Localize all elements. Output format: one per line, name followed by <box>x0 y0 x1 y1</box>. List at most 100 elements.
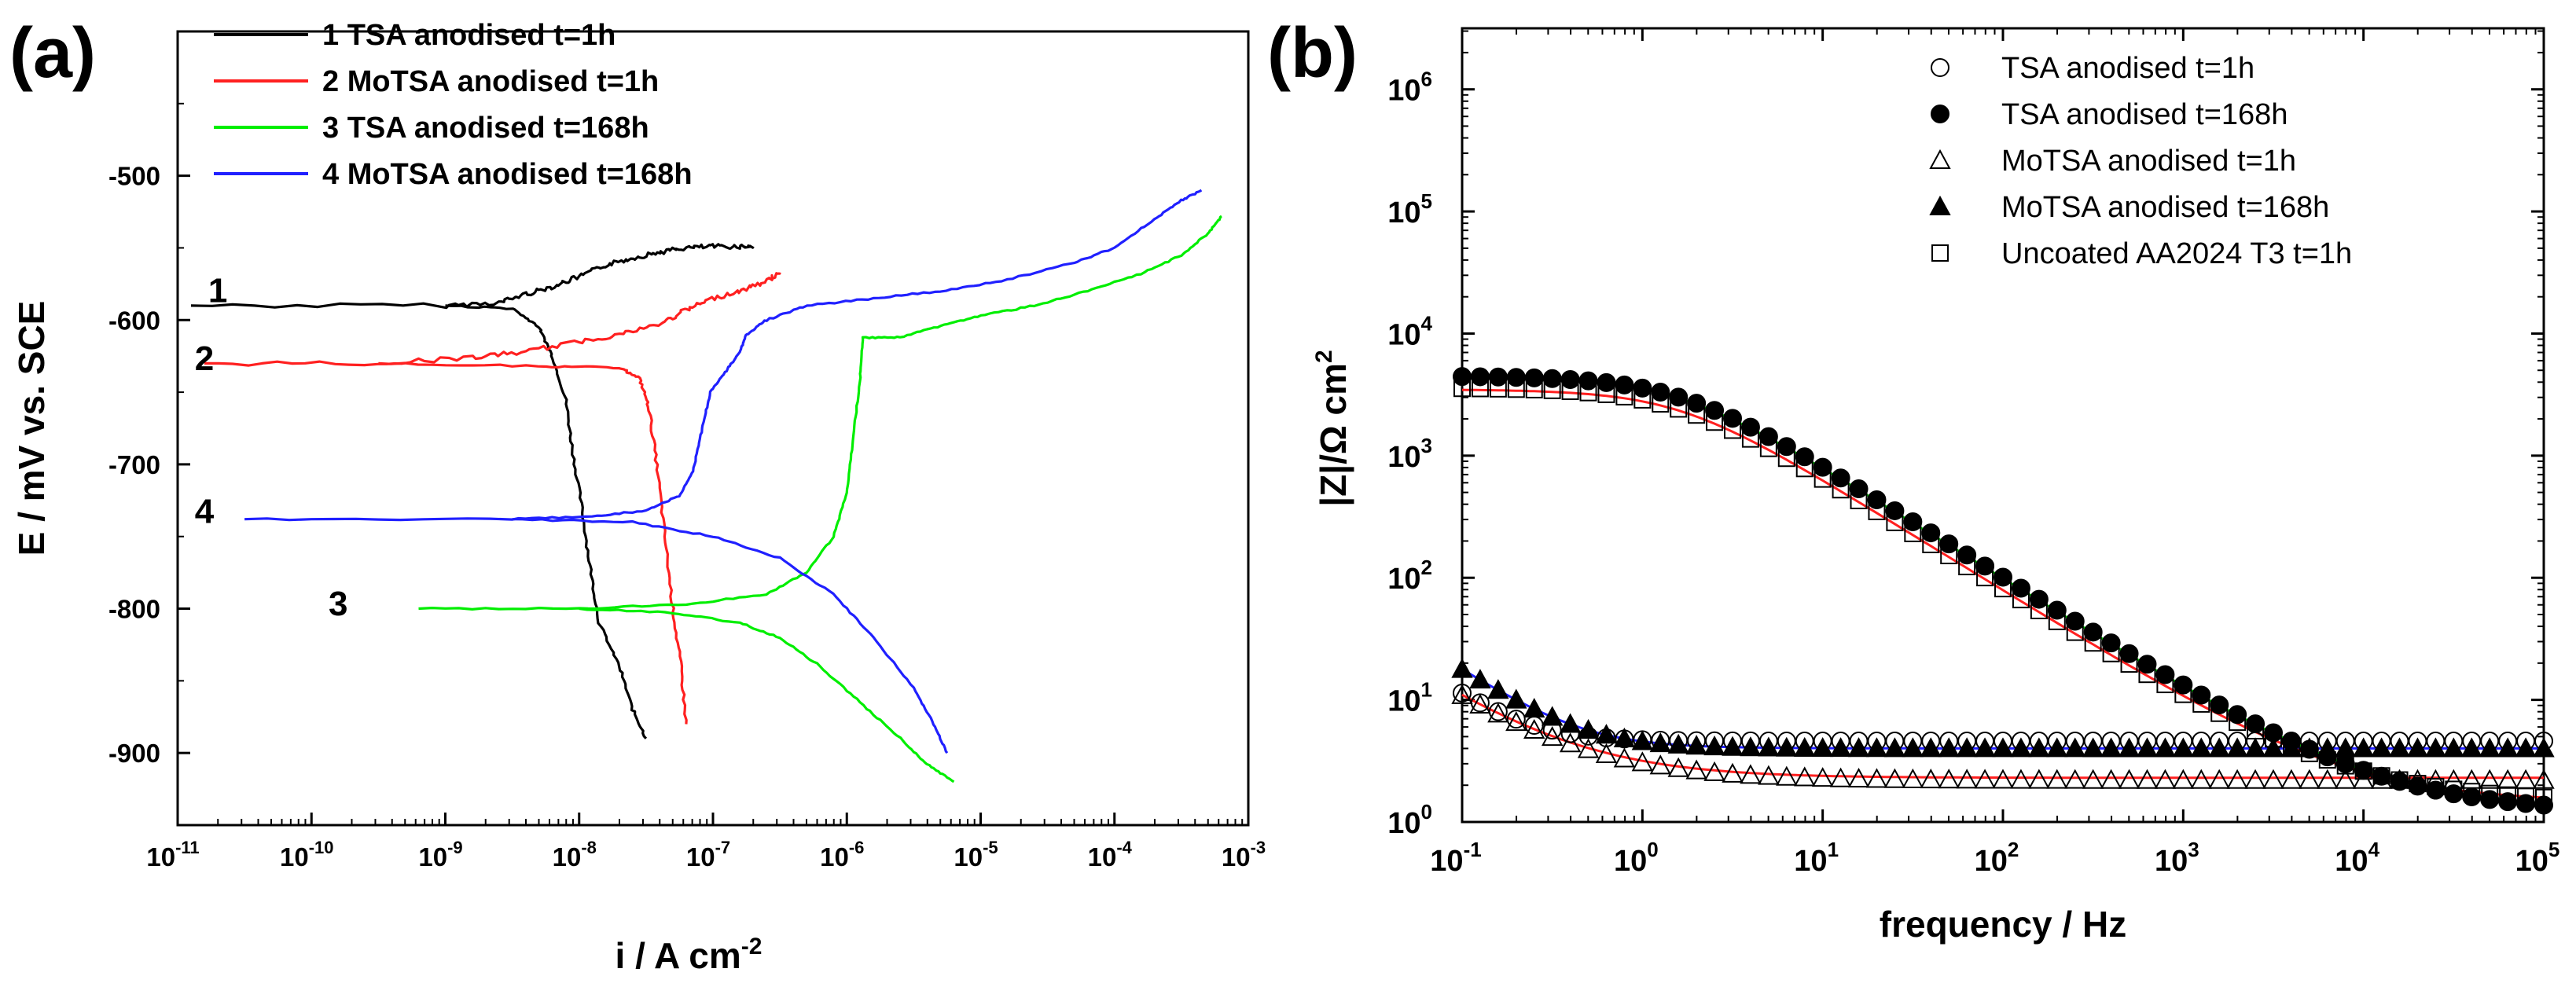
b-data-point <box>2335 769 2357 789</box>
b-legend-marker <box>1929 149 1951 169</box>
b-data-point <box>2370 737 2393 758</box>
b-data-point <box>2226 769 2248 789</box>
b-data-point <box>2100 769 2122 789</box>
a-curve-anodic-2 <box>204 272 781 367</box>
a-y-tick-label: -900 <box>108 739 160 768</box>
b-series-5 <box>1453 380 2552 806</box>
b-data-point <box>1777 449 1795 468</box>
b-data-point <box>1705 401 1725 420</box>
b-data-point <box>2517 787 2535 805</box>
b-data-point <box>2335 737 2357 758</box>
b-data-point <box>1865 737 1888 758</box>
b-data-point <box>2372 767 2390 785</box>
b-data-point <box>2118 769 2141 789</box>
b-legend-label: MoTSA anodised t=1h <box>2001 145 2296 178</box>
b-data-point <box>1487 679 1509 699</box>
panel-a-plot-frame <box>176 30 1250 827</box>
a-curve-number-label: 2 <box>195 339 214 378</box>
b-data-point <box>1507 380 1525 398</box>
b-data-point <box>1471 380 1489 398</box>
b-data-point <box>1488 367 1508 387</box>
b-x-tick-label: 104 <box>2335 838 2379 878</box>
b-data-point <box>1561 383 1579 401</box>
b-y-tick-label: 105 <box>1387 189 1432 229</box>
b-data-point <box>2354 762 2372 780</box>
b-data-point <box>1886 513 1904 531</box>
b-data-point <box>1489 380 1507 398</box>
panel-b-label: (b) <box>1267 14 1358 93</box>
b-data-point <box>2192 695 2210 713</box>
b-data-point <box>2370 769 2393 789</box>
b-legend-marker <box>1929 195 1951 215</box>
b-data-point <box>1577 738 1600 758</box>
b-data-point <box>1758 427 1778 446</box>
b-data-point <box>1631 751 1654 772</box>
b-data-point <box>1940 547 1958 565</box>
b-data-point <box>1559 713 1582 733</box>
b-data-point <box>2497 769 2519 789</box>
b-data-point <box>2247 721 2265 739</box>
b-data-point <box>2300 744 2318 762</box>
b-data-point <box>1595 724 1618 744</box>
b-data-point <box>2299 737 2321 758</box>
b-data-point <box>2174 685 2192 703</box>
b-data-point <box>1579 383 1597 402</box>
b-data-point <box>2390 771 2409 789</box>
b-data-point <box>1633 378 1652 398</box>
b-data-point <box>1811 736 1834 758</box>
b-data-point <box>2137 655 2157 674</box>
b-data-point <box>1992 737 2014 758</box>
b-data-point <box>2352 737 2375 758</box>
b-data-point <box>1795 447 1814 467</box>
b-data-point <box>2229 714 2247 732</box>
b-data-point <box>1938 737 1960 758</box>
a-legend-label: 2 MoTSA anodised t=1h <box>322 65 659 98</box>
b-data-point <box>1506 368 1526 387</box>
b-data-point <box>1794 766 1816 787</box>
b-x-tick-label: 102 <box>1975 838 2019 878</box>
b-data-point <box>1685 735 1707 755</box>
b-data-point <box>2424 737 2447 758</box>
panel-a-x-axis-title: i / A cm-2 <box>616 934 763 976</box>
b-data-point <box>2136 769 2159 789</box>
b-data-point <box>2172 769 2195 789</box>
b-data-point <box>2515 769 2537 789</box>
a-x-tick-label: 10-6 <box>820 838 864 871</box>
b-data-point <box>1703 761 1725 781</box>
b-data-point <box>1543 381 1561 399</box>
b-series-3 <box>1451 684 2555 789</box>
b-data-point <box>1541 706 1564 726</box>
b-data-point <box>2280 769 2302 789</box>
b-data-point <box>2208 769 2230 789</box>
b-data-point <box>1902 768 1924 788</box>
b-data-point <box>1524 368 1544 387</box>
b-data-point <box>1992 769 2014 789</box>
panel-a-y-axis-title: E / mV vs. SCE <box>11 301 52 556</box>
b-data-point <box>2282 737 2300 755</box>
b-data-point <box>1758 736 1780 757</box>
b-data-point <box>1865 768 1888 788</box>
b-data-point <box>1920 769 1942 789</box>
b-data-point <box>1777 437 1796 457</box>
a-curve-cathodic-3 <box>579 607 955 783</box>
a-curve-number-label: 4 <box>195 493 215 531</box>
b-data-point <box>2515 737 2537 758</box>
b-data-point <box>2479 737 2501 758</box>
b-data-point <box>1706 413 1724 431</box>
a-curve-cathodic-1 <box>445 304 648 739</box>
b-data-point <box>1776 765 1798 786</box>
a-legend-label: 3 TSA anodised t=168h <box>322 112 649 145</box>
b-legend-label: MoTSA anodised t=168h <box>2001 191 2329 224</box>
b-data-point <box>1469 693 1491 714</box>
a-curve-number-label: 3 <box>329 585 347 623</box>
b-data-point <box>1560 369 1580 389</box>
b-data-point <box>2280 737 2302 758</box>
b-data-point <box>1740 736 1762 757</box>
b-data-point <box>2064 769 2086 789</box>
b-data-point <box>1811 767 1834 787</box>
b-data-point <box>1506 710 1526 729</box>
b-data-point <box>1453 380 1471 398</box>
b-data-point <box>1758 765 1780 785</box>
b-data-point <box>2082 737 2104 758</box>
a-x-tick-label: 10-4 <box>1088 838 1133 871</box>
